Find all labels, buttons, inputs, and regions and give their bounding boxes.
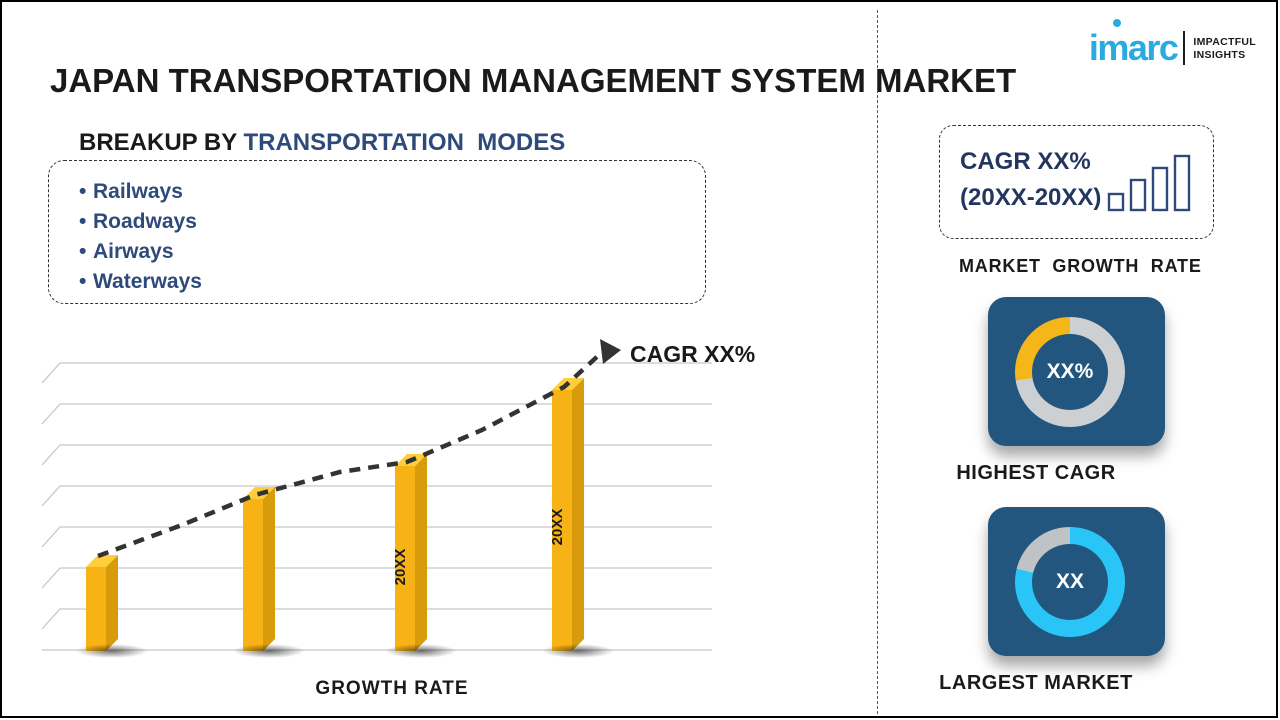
svg-text:CAGR XX%: CAGR XX% xyxy=(630,341,755,367)
svg-text:20XX: 20XX xyxy=(549,509,566,546)
svg-text:20XX: 20XX xyxy=(392,549,409,586)
svg-text:GROWTH RATE: GROWTH RATE xyxy=(315,678,468,699)
